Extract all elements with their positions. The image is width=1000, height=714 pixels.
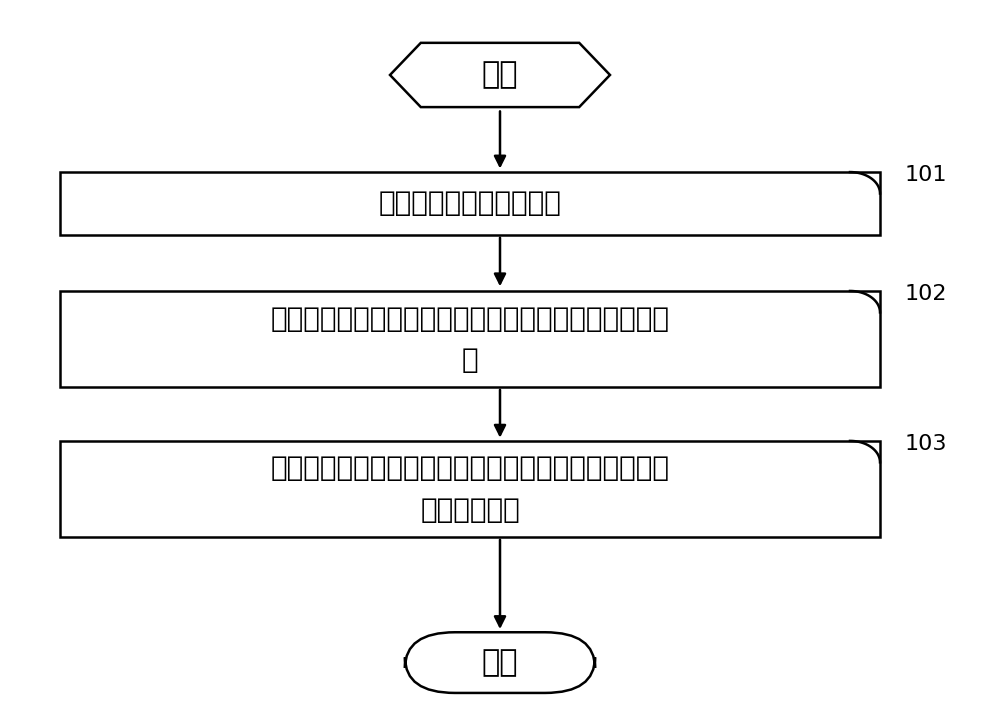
Bar (60, 291, 880, 387)
Bar (60, 441, 880, 537)
FancyBboxPatch shape (405, 633, 595, 693)
Text: 将目标电压值确定为电池受预设电流值的电流充电时的
充电电压阈值: 将目标电压值确定为电池受预设电流值的电流充电时的 充电电压阈值 (270, 455, 670, 523)
Text: 103: 103 (905, 433, 947, 454)
Text: 102: 102 (905, 283, 947, 304)
Bar (60, 172, 880, 235)
Text: 获取电池的负极电压的拐点对应的正极电压的目标电压
值: 获取电池的负极电压的拐点对应的正极电压的目标电压 值 (270, 305, 670, 373)
Text: 开始: 开始 (482, 61, 518, 89)
Text: 结束: 结束 (482, 648, 518, 677)
Text: 以预设电流值对电池充电: 以预设电流值对电池充电 (379, 189, 561, 218)
Text: 101: 101 (905, 165, 947, 185)
Polygon shape (390, 43, 610, 107)
